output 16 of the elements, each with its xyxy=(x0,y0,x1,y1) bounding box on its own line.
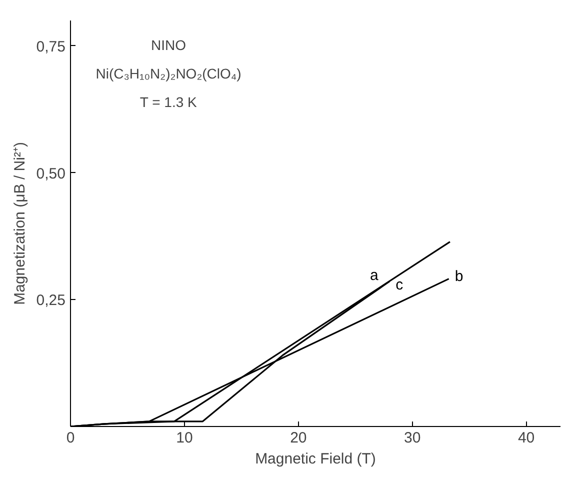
series-label: b xyxy=(454,268,464,285)
x-tick-label: 30 xyxy=(404,430,421,446)
series-label: c xyxy=(396,276,404,294)
y-tick-label: 0,25 xyxy=(36,292,66,310)
x-tick-label: 10 xyxy=(176,430,193,446)
x-tick-label: 20 xyxy=(290,430,307,446)
annotation: Ni(C₃H₁₀N₂)₂NO₂(ClO₄) xyxy=(96,65,242,82)
annotation: T = 1.3 K xyxy=(140,94,198,110)
x-axis-title: Magnetic Field (T) xyxy=(255,450,376,468)
series-label: a xyxy=(370,266,379,284)
y-axis-title: Magnetization (μB / Ni²⁺) xyxy=(11,142,28,305)
x-tick-label: 0 xyxy=(66,430,75,446)
x-tick-label: 40 xyxy=(518,430,535,446)
y-tick-label: 0,50 xyxy=(36,165,66,182)
annotation: NINO xyxy=(151,36,186,53)
y-tick-label: 0,75 xyxy=(36,38,66,56)
